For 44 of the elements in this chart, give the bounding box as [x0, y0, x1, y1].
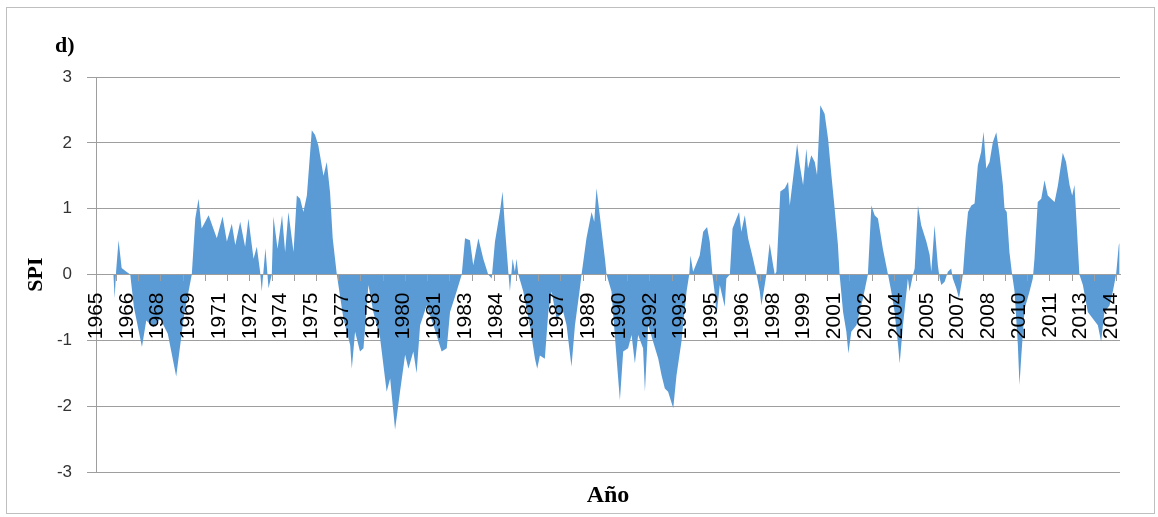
x-tick-label: 1983: [452, 292, 476, 340]
x-tick-label: 2010: [1005, 292, 1029, 340]
x-tick-label: 2005: [913, 292, 937, 340]
x-tick-label: 2007: [944, 292, 968, 340]
x-tick-label: 1993: [667, 292, 691, 340]
x-axis-title: Año: [585, 481, 631, 507]
x-tick-label: 2014: [1098, 292, 1122, 340]
x-tick-label: 1975: [298, 292, 322, 340]
x-tick-label: 1969: [175, 292, 199, 340]
x-tick-label: 1965: [82, 292, 106, 340]
x-tick-label: 1980: [390, 292, 414, 340]
y-tick-label: -1: [56, 330, 72, 350]
x-tick-label: 1981: [421, 292, 445, 340]
x-tick-label: 1966: [113, 292, 137, 340]
x-tick-label: 1986: [513, 292, 537, 340]
x-tick-label: 1968: [144, 292, 168, 340]
y-tick-label: 0: [62, 264, 72, 284]
x-tick-label: 1977: [328, 292, 352, 340]
x-tick-label: 2011: [1036, 292, 1060, 338]
y-tick-label: 2: [62, 132, 72, 152]
x-tick-label: 2002: [852, 292, 876, 340]
x-tick-label: 2004: [882, 292, 906, 340]
x-tick-label: 2001: [821, 292, 845, 340]
x-tick-label: 1971: [205, 292, 229, 340]
y-tick-label: -2: [56, 395, 72, 415]
y-tick-label: 1: [62, 198, 72, 218]
x-tick-label: 1990: [605, 292, 629, 340]
y-axis-title: SPI: [21, 257, 47, 292]
y-tick-label: 3: [62, 66, 72, 86]
chart-title: d): [55, 32, 75, 57]
x-tick-label: 1984: [482, 292, 506, 340]
x-tick-label: 1978: [359, 292, 383, 340]
x-tick-label: 1972: [236, 292, 260, 340]
x-tick-label: 2008: [975, 292, 999, 340]
x-tick-label: 1989: [575, 292, 599, 340]
x-tick-label: 1995: [698, 292, 722, 340]
y-tick-label: -3: [56, 461, 72, 481]
x-tick-label: 1996: [728, 292, 752, 340]
x-tick-label: 1992: [636, 292, 660, 340]
x-tick-label: 2013: [1067, 292, 1091, 340]
x-tick-label: 1987: [544, 292, 568, 340]
x-tick-label: 1974: [267, 292, 291, 340]
x-tick-label: 1999: [790, 292, 814, 340]
x-tick-label: 1998: [759, 292, 783, 340]
